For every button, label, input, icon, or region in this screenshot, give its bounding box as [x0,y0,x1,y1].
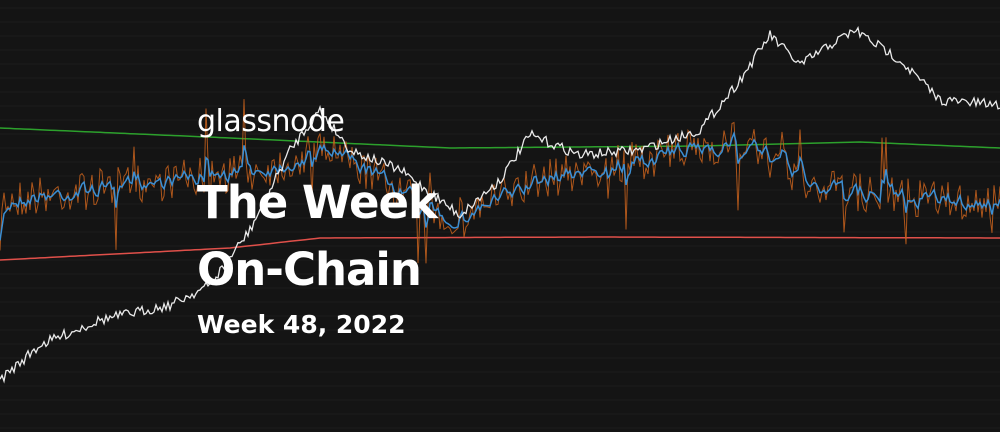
lower-band [0,236,1000,261]
price-line [0,26,1000,384]
upper-band [0,127,1000,149]
oscillator-smooth [0,130,1000,241]
oscillator-raw [0,99,1000,264]
title-line: The Week [197,176,438,229]
subtitle: Week 48, 2022 [197,310,406,339]
brand-name: glassnode [197,104,345,139]
title-line: On-Chain [197,243,422,296]
